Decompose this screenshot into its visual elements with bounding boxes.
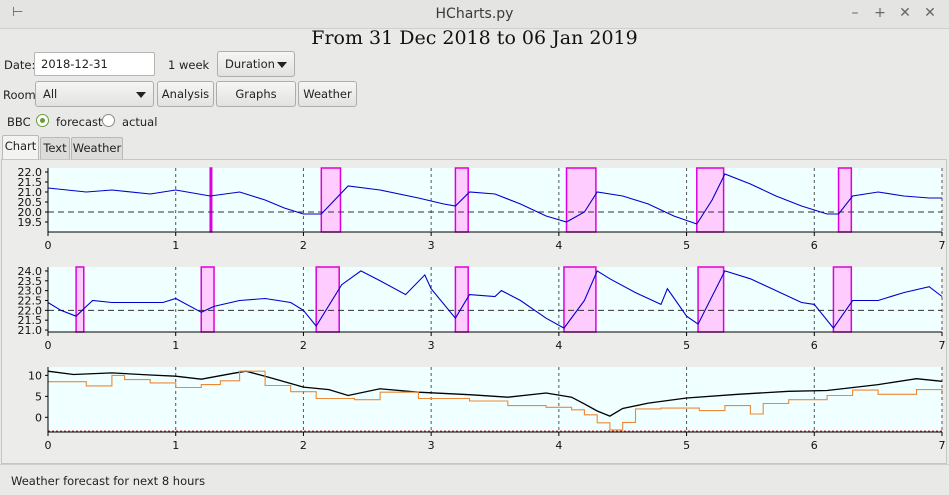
restore-icon[interactable]: ✕ [899,5,911,21]
heating-period [832,266,853,333]
close-icon[interactable]: ✕ [924,5,936,21]
x-tick-label: 3 [428,339,435,352]
series-temperature [47,270,943,330]
heating-period [320,167,342,233]
pin-icon[interactable]: ⊢ [12,5,24,20]
plot-area [48,267,942,332]
chart-panel: 0 1 2 3 4 5 6 7 19.5 20.0 20.5 21.0 21.5 22.0 0 1 2 3 4 5 6 7… [1,159,947,464]
x-tick-label: 7 [939,439,946,452]
y-tick-label: 21.5 [18,176,43,189]
room-label: Room: [3,88,40,102]
y-tick-label: 10 [28,369,42,382]
x-tick-label: 2 [300,439,307,452]
heating-period [565,167,597,233]
x-tick-label: 6 [811,439,818,452]
x-tick-label: 5 [683,239,690,252]
tab-chart[interactable]: Chart [2,135,39,160]
x-tick-label: 5 [683,339,690,352]
x-tick-label: 4 [555,439,562,452]
heating-period [200,266,215,333]
graphs-button[interactable]: Graphs [216,81,296,107]
minimize-icon[interactable]: – [851,5,859,21]
y-tick-label: 0 [35,411,42,424]
heating-period [75,266,85,333]
date-label: Date: [4,58,36,72]
period-text: 1 week [168,58,210,72]
y-tick-label: 19.5 [18,216,43,229]
y-tick-label: 5 [35,390,42,403]
duration-select[interactable]: Duration [217,51,295,77]
x-tick-label: 0 [45,339,52,352]
source-label: BBC [7,115,31,129]
actual-radio[interactable] [102,114,115,127]
x-tick-label: 4 [555,339,562,352]
tab-weather[interactable]: Weather [71,137,123,159]
x-tick-label: 1 [172,439,179,452]
y-tick-label: 22.0 [18,304,43,317]
status-text: Weather forecast for next 8 hours [11,474,206,488]
window-title: HCharts.py [435,6,514,22]
plot-area [48,168,942,232]
x-tick-label: 2 [300,239,307,252]
forecast-radio[interactable] [36,114,49,127]
x-tick-label: 1 [172,339,179,352]
series-outdoor [47,370,943,417]
y-tick-label: 24.0 [18,265,43,278]
duration-select-label: Duration [225,57,275,71]
y-tick-label: 21.0 [18,186,43,199]
series-temperature [47,173,942,225]
x-tick-label: 0 [45,239,52,252]
y-tick-label: 20.5 [18,196,43,209]
x-tick-label: 0 [45,439,52,452]
heating-period [696,167,725,233]
status-bar: Weather forecast for next 8 hours [0,464,949,495]
x-tick-label: 1 [172,239,179,252]
x-tick-label: 3 [428,239,435,252]
y-tick-label: 20.0 [18,206,43,219]
y-tick-label: 23.0 [18,285,43,298]
tab-text[interactable]: Text [40,137,70,159]
x-tick-label: 6 [811,239,818,252]
y-tick-label: 23.5 [18,275,43,288]
chevron-down-icon [136,92,146,98]
x-tick-label: 7 [939,339,946,352]
chart-2: 0 1 2 3 4 5 6 7 21.021.522.022.523.023.524.0 [18,265,946,352]
heating-period [563,266,597,333]
x-tick-label: 6 [811,339,818,352]
forecast-label: forecast [56,115,103,129]
x-tick-label: 3 [428,439,435,452]
x-tick-label: 7 [939,239,946,252]
heating-period [209,167,213,233]
y-tick-label: 21.5 [18,314,43,327]
weather-button[interactable]: Weather [298,81,357,107]
x-tick-label: 5 [683,439,690,452]
y-tick-label: 22.5 [18,294,43,307]
page-title: From 31 Dec 2018 to 06 Jan 2019 [311,27,638,49]
room-select-label: All [43,87,58,101]
y-tick-label: 21.0 [18,324,43,337]
date-input[interactable]: 2018-12-31 [34,52,155,76]
x-tick-label: 2 [300,339,307,352]
chart-1: 0 1 2 3 4 5 6 7 19.520.020.521.021.522.0 [18,166,946,252]
x-tick-label: 4 [555,239,562,252]
heating-period [315,266,340,333]
maximize-icon[interactable]: + [874,5,886,21]
actual-label: actual [122,115,158,129]
y-tick-label: 22.0 [18,166,43,179]
charts-canvas: 0 1 2 3 4 5 6 719.520.020.521.021.522.00 1 2 3 4 5 6 7… [18,166,946,452]
room-select[interactable]: All [35,81,154,107]
title-bar: ⊢ HCharts.py – + ✕ ✕ [0,0,949,29]
chevron-down-icon [277,62,287,68]
series-forecast [48,370,943,431]
chart-3: 0 1 2 3 4 5 6 7 0 5 10 [28,367,946,452]
analysis-button[interactable]: Analysis [157,81,214,107]
